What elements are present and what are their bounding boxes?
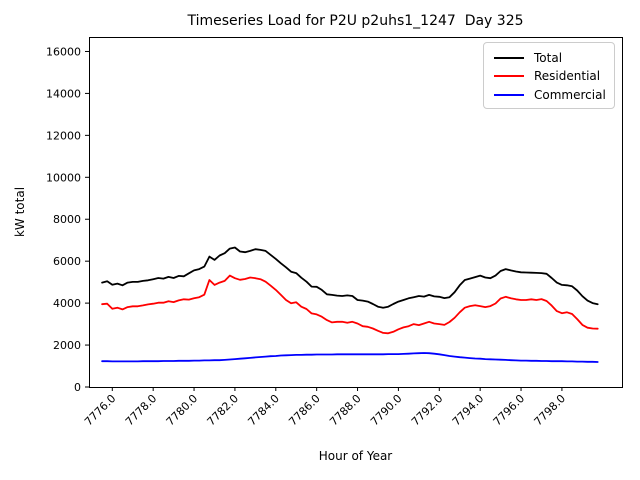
x-tick-label: 7782.0 bbox=[205, 392, 241, 428]
x-tick-label: 7788.0 bbox=[327, 392, 363, 428]
y-axis-label: kW total bbox=[13, 186, 27, 238]
y-tick-label: 8000 bbox=[53, 213, 81, 226]
x-tick-label: 7798.0 bbox=[532, 392, 568, 428]
series-line-residential bbox=[101, 274, 599, 335]
y-tick-label: 16000 bbox=[46, 45, 81, 58]
x-tick-label: 7778.0 bbox=[123, 392, 159, 428]
x-tick-label: 7790.0 bbox=[368, 392, 404, 428]
x-tick-label: 7792.0 bbox=[409, 392, 445, 428]
x-tick-label: 7786.0 bbox=[286, 392, 322, 428]
x-tick-label: 7776.0 bbox=[82, 392, 118, 428]
y-tick-label: 0 bbox=[74, 381, 81, 394]
plot-border bbox=[89, 37, 623, 388]
legend-line-residential-swatch bbox=[494, 75, 524, 78]
x-axis-label: Hour of Year bbox=[318, 449, 393, 463]
x-tick-label: 7794.0 bbox=[450, 392, 486, 428]
y-tick-label: 6000 bbox=[53, 255, 81, 268]
y-tick-label: 10000 bbox=[46, 171, 81, 184]
x-tick-label: 7780.0 bbox=[164, 392, 200, 428]
x-tick-label: 7796.0 bbox=[491, 392, 527, 428]
legend-item-commercial: Commercial bbox=[494, 86, 606, 104]
y-tick-label: 14000 bbox=[46, 87, 81, 100]
legend: Total Residential Commercial bbox=[483, 42, 615, 109]
chart-title: Timeseries Load for P2U p2uhs1_1247 Day … bbox=[187, 13, 524, 29]
y-tick-label: 12000 bbox=[46, 129, 81, 142]
x-tick-label: 7784.0 bbox=[246, 392, 282, 428]
y-tick-label: 4000 bbox=[53, 297, 81, 310]
y-tick-label: 2000 bbox=[53, 339, 81, 352]
legend-line-commercial-swatch bbox=[494, 93, 524, 96]
legend-label-residential: Residential bbox=[534, 69, 601, 84]
legend-item-total: Total bbox=[494, 49, 606, 67]
legend-label-commercial: Commercial bbox=[534, 87, 606, 102]
series-line-commercial bbox=[101, 352, 599, 363]
legend-item-residential: Residential bbox=[494, 67, 606, 85]
legend-label-total: Total bbox=[534, 51, 563, 66]
series-line-total bbox=[101, 246, 599, 309]
legend-line-total-swatch bbox=[494, 57, 524, 60]
